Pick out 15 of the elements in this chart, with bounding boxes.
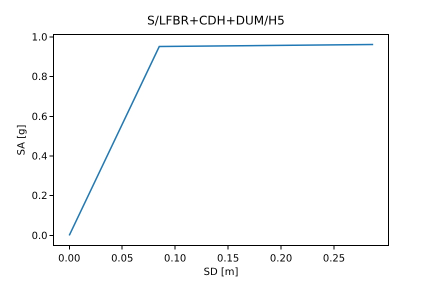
y-tick-label: 0.8 [32,72,48,84]
y-axis-title: SA [g] [16,124,28,156]
y-tick-label: 0.0 [32,230,48,242]
y-tick-label: 0.2 [32,191,48,202]
chart-title: S/LFBR+CDH+DUM/H5 [147,13,285,28]
y-tick-label: 0.6 [32,112,48,123]
x-axis-title: SD [m] [204,267,238,278]
x-tick-label: 0.00 [58,254,80,264]
x-tick-label: 0.20 [270,254,292,264]
y-tick-label: 1.0 [32,32,48,44]
x-tick-label: 0.05 [111,254,134,264]
x-tick-label: 0.15 [216,254,240,264]
x-tick-label: 0.10 [164,254,186,264]
y-tick-label: 0.4 [32,151,48,162]
x-tick-label: 0.25 [322,254,346,264]
